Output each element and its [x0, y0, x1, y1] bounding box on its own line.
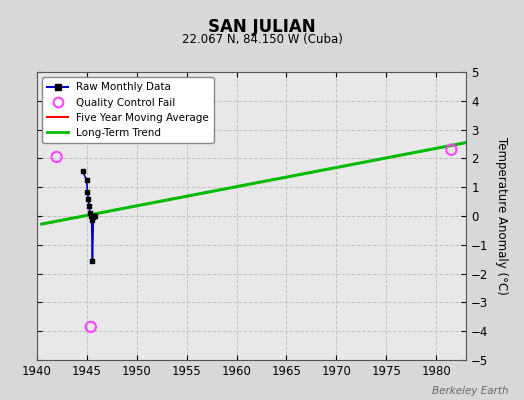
Point: [85, 203, 93, 209]
Point: [86, 213, 95, 219]
Text: 22.067 N, 84.150 W (Cuba): 22.067 N, 84.150 W (Cuba): [181, 33, 343, 46]
Point: [88, 258, 96, 264]
Y-axis label: Temperature Anomaly (°C): Temperature Anomaly (°C): [495, 137, 508, 295]
Point: [79, 168, 87, 174]
Point: [86, 324, 95, 330]
Legend: Raw Monthly Data, Quality Control Fail, Five Year Moving Average, Long-Term Tren: Raw Monthly Data, Quality Control Fail, …: [42, 77, 214, 143]
Point: [86, 210, 94, 216]
Point: [88, 217, 96, 224]
Point: [91, 213, 99, 219]
Point: [447, 146, 455, 153]
Text: SAN JULIAN: SAN JULIAN: [208, 18, 316, 36]
Point: [84, 196, 93, 202]
Point: [90, 213, 99, 219]
Point: [89, 214, 97, 221]
Point: [82, 177, 91, 183]
Point: [52, 154, 61, 160]
Point: [83, 188, 92, 195]
Text: Berkeley Earth: Berkeley Earth: [432, 386, 508, 396]
